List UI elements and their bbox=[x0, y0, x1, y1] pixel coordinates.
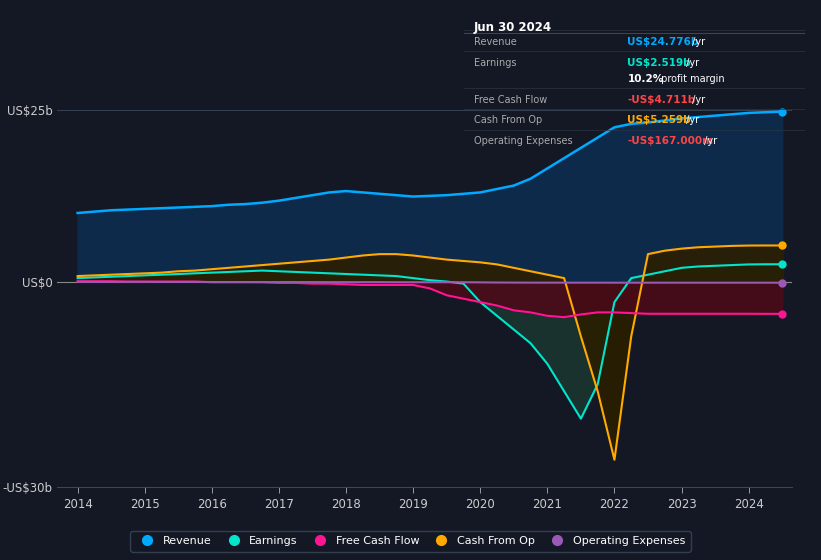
Text: Cash From Op: Cash From Op bbox=[474, 115, 543, 125]
Text: /yr: /yr bbox=[689, 37, 705, 47]
Text: /yr: /yr bbox=[701, 136, 717, 146]
Text: Earnings: Earnings bbox=[474, 58, 516, 68]
Text: /yr: /yr bbox=[682, 115, 699, 125]
Text: Free Cash Flow: Free Cash Flow bbox=[474, 95, 548, 105]
Text: Operating Expenses: Operating Expenses bbox=[474, 136, 573, 146]
Text: Revenue: Revenue bbox=[474, 37, 517, 47]
Text: -US$4.711b: -US$4.711b bbox=[627, 95, 695, 105]
Text: 10.2%: 10.2% bbox=[627, 74, 663, 84]
Text: US$5.259b: US$5.259b bbox=[627, 115, 691, 125]
Text: /yr: /yr bbox=[689, 95, 705, 105]
Text: profit margin: profit margin bbox=[658, 74, 725, 84]
Text: US$24.776b: US$24.776b bbox=[627, 37, 699, 47]
Legend: Revenue, Earnings, Free Cash Flow, Cash From Op, Operating Expenses: Revenue, Earnings, Free Cash Flow, Cash … bbox=[131, 530, 690, 552]
Text: US$2.519b: US$2.519b bbox=[627, 58, 691, 68]
Text: -US$167.000m: -US$167.000m bbox=[627, 136, 713, 146]
Text: /yr: /yr bbox=[682, 58, 699, 68]
Text: Jun 30 2024: Jun 30 2024 bbox=[474, 21, 553, 34]
